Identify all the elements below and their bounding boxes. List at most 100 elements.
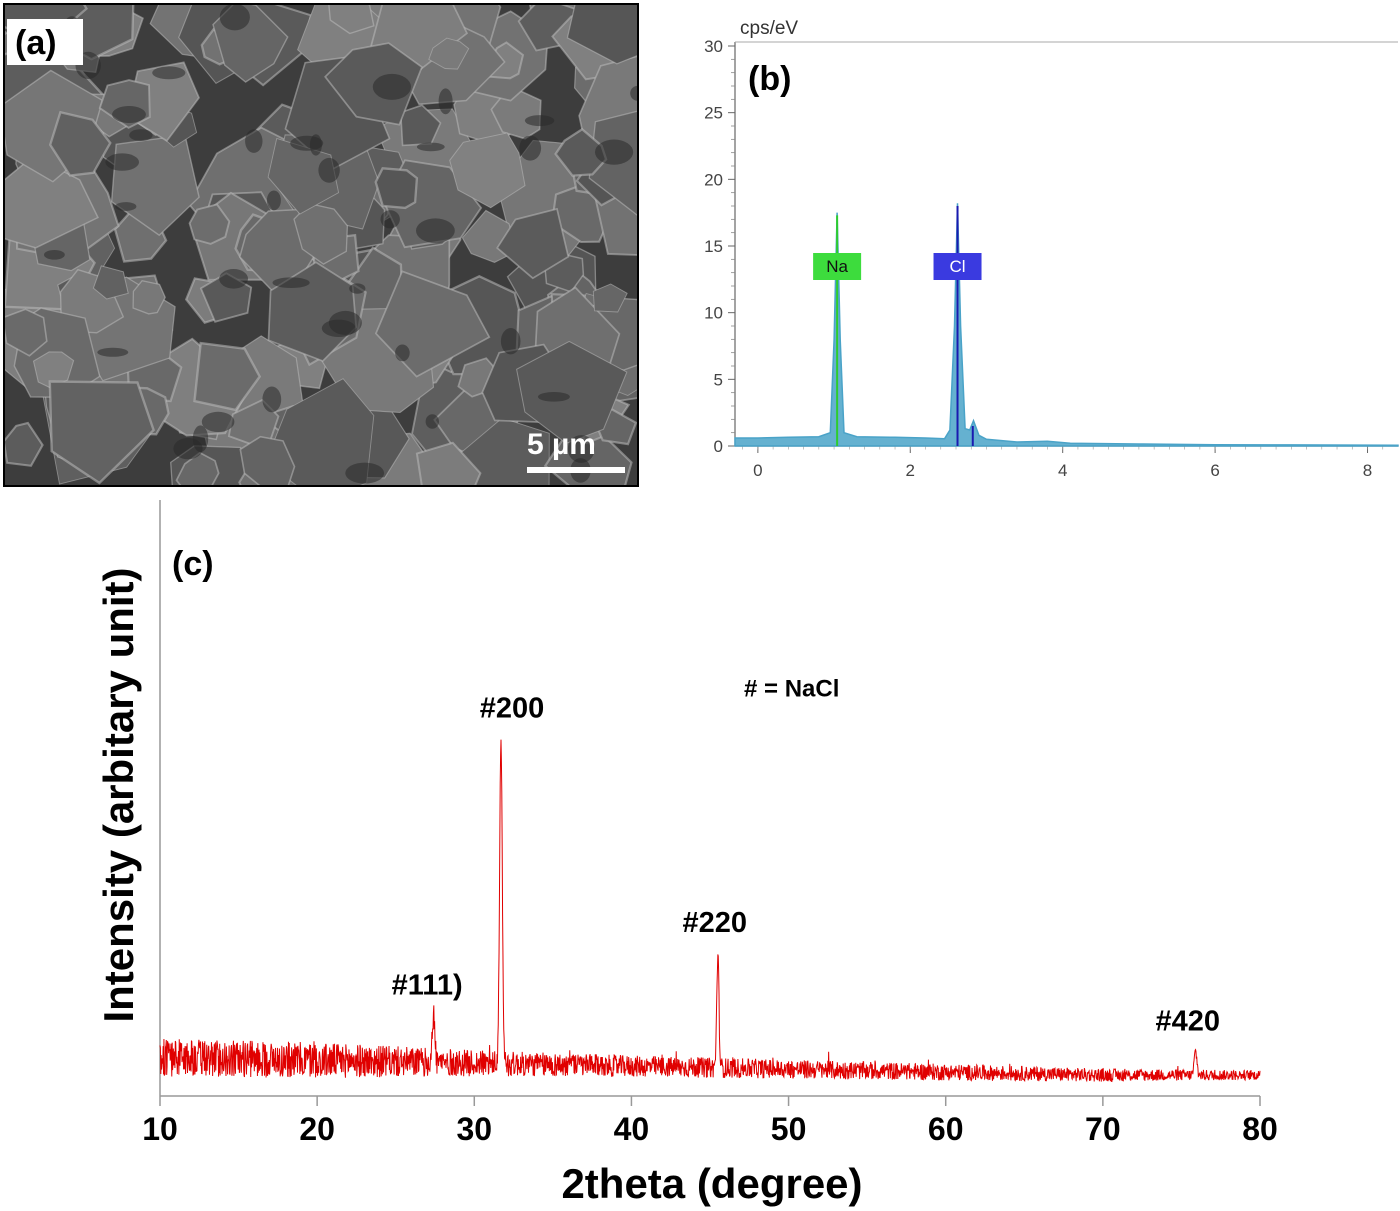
sem-grain [328,3,375,35]
sem-grain [132,279,166,315]
xrd-xtick-label: 50 [771,1111,807,1147]
eds-element-label: Na [826,257,848,276]
sem-grain [374,167,419,210]
eds-ytick-label: 5 [714,370,723,389]
xrd-xtick-label: 30 [456,1111,492,1147]
scale-bar-label: 5 µm [527,428,596,461]
eds-xtick-label: 4 [1058,461,1067,480]
sem-pore [416,218,455,243]
sem-pore [328,310,362,335]
sem-grain [428,37,470,70]
sem-pore [345,462,385,484]
xrd-xtick-label: 80 [1242,1111,1278,1147]
sem-pore [524,115,555,127]
sem-grain [92,265,129,300]
panel-a-label: (a) [15,24,57,62]
sem-grain [592,283,628,313]
scale-bar [527,467,625,473]
sem-grain [239,435,296,487]
sem-grain [399,104,442,147]
eds-element-label-box [933,253,982,280]
sem-grain [188,203,231,245]
sem-pore [567,435,595,463]
xrd-ylabel: Intensity (arbitary unit) [95,567,142,1022]
sem-pore [318,157,340,183]
sem-pore [272,277,310,289]
eds-xtick-label: 2 [906,461,915,480]
sem-pore [595,139,634,165]
sem-grain [48,110,112,177]
sem-pore [416,142,445,152]
sem-pore [105,153,139,171]
sem-pore [380,210,400,229]
sem-pore [245,129,263,153]
xrd-xtick-label: 60 [928,1111,964,1147]
eds-ylabel: cps/eV [740,18,798,39]
sem-pore [262,386,282,413]
sem-pore [219,269,249,289]
xrd-peak-annotation: # = NaCl [744,676,839,703]
sem-pore [219,3,250,31]
eds-spectrum: 0 5 10 15 20 25 30 0 2 4 6 8 Na Cl cps/eV (b) [704,18,1399,480]
xrd-peak-annotation: #200 [480,693,545,725]
eds-xtick-label: 8 [1363,461,1372,480]
xrd-peak-annotation: #220 [682,907,747,939]
sem-grain [554,127,608,177]
sem-micrograph: (a) 5 µm [3,3,639,487]
xrd-xtick-label: 40 [614,1111,650,1147]
sem-pore [44,250,65,260]
sem-grain [516,340,628,444]
sem-grain [175,451,220,487]
xrd-xtick-label: 70 [1085,1111,1121,1147]
eds-xtick-label: 0 [753,461,762,480]
eds-ytick-label: 15 [704,237,723,256]
sem-pore [173,437,203,460]
sem-pore [97,347,129,357]
sem-pore [290,135,324,151]
eds-ytick-label: 20 [704,170,723,189]
sem-pore [201,411,235,432]
sem-pore [519,135,542,161]
xrd-peak-annotation: #111) [392,970,463,1002]
eds-spectrum-area [734,203,1399,447]
sem-pore [349,283,366,294]
sem-pore [438,88,453,115]
sem-grain [3,421,44,467]
eds-ytick-label: 0 [714,437,723,456]
panel-a-label-box [7,19,83,65]
sem-grain [32,351,75,389]
sem-pore [425,414,439,429]
sem-grain [566,3,639,65]
sem-pore [630,85,639,101]
xrd-pattern: 10 20 30 40 50 60 70 80 #111) #200 #220 #420 # = Na… [95,500,1278,1207]
xrd-xtick-label: 10 [142,1111,178,1147]
eds-element-label: Cl [949,257,965,276]
eds-ytick-label: 10 [704,304,723,323]
sem-pore [129,129,153,141]
sem-grain [496,207,570,280]
sem-pore [266,190,281,211]
sem-pore [372,73,411,100]
sem-pore [537,392,570,402]
xrd-peak-annotation: #420 [1155,1005,1220,1037]
sem-pore [500,328,521,355]
eds-element-label-box [813,253,862,280]
sem-grain [415,441,482,487]
sem-grain [48,380,155,485]
sem-grain [3,308,48,357]
eds-ytick-label: 25 [704,104,723,123]
sem-grain [449,132,526,209]
sem-pore [152,66,186,80]
sem-pore [115,202,137,211]
sem-grain [193,341,262,412]
sem-pore [112,106,146,123]
xrd-xtick-label: 20 [299,1111,335,1147]
xrd-xlabel: 2theta (degree) [561,1160,862,1207]
eds-ytick-label: 30 [704,37,723,56]
sem-grain [293,202,349,265]
xrd-series-line [159,739,1261,1083]
sem-pore [395,344,410,362]
eds-xtick-label: 6 [1210,461,1219,480]
panel-c-label: (c) [172,545,214,583]
panel-b-label: (b) [748,60,791,98]
